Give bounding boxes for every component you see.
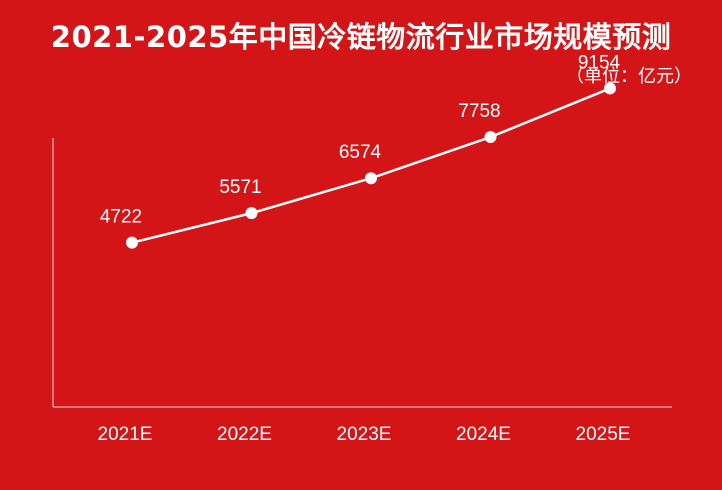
data-label: 9154 bbox=[578, 52, 621, 73]
series-line bbox=[131, 87, 611, 244]
data-point bbox=[484, 131, 497, 144]
data-point bbox=[365, 172, 377, 185]
data-point bbox=[604, 82, 616, 95]
data-label: 6574 bbox=[339, 142, 382, 163]
unit-label: （单位：亿元） bbox=[566, 66, 692, 87]
x-tick-label: 2024E bbox=[456, 424, 511, 445]
data-label: 4722 bbox=[100, 207, 142, 228]
x-tick-label: 2022E bbox=[217, 424, 272, 445]
chart-title: 2021-2025年中国冷链物流行业市场规模预测 bbox=[50, 20, 672, 54]
data-label: 7758 bbox=[458, 101, 500, 122]
data-point bbox=[126, 236, 138, 249]
data-label: 5571 bbox=[219, 177, 261, 198]
x-tick-label: 2023E bbox=[337, 424, 392, 445]
chart-marks: 4722 2021E 5571 2022E 6574 2023E 7758 2024E 9154… bbox=[98, 52, 631, 445]
x-tick-label: 2025E bbox=[576, 424, 631, 445]
x-tick-label: 2021E bbox=[98, 424, 153, 445]
data-point bbox=[245, 207, 258, 220]
